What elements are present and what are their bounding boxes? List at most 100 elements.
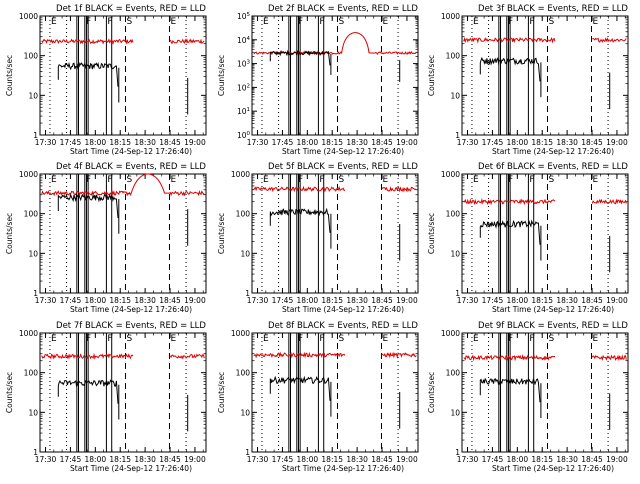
chart-panel-det2f: Det 2f BLACK = Events, RED = LLD 100 101 10…	[217, 4, 419, 156]
x-tick-label: 18:15	[109, 455, 131, 464]
x-tick-label: 17:30	[247, 455, 269, 464]
y-axis-label: Counts/sec	[427, 55, 436, 96]
chart-panel-det5f: Det 5f BLACK = Events, RED = LLD 1 10 100 10…	[217, 162, 419, 314]
marker-label: F	[529, 175, 534, 185]
x-tick-label: 18:45	[159, 138, 181, 147]
events-series-line	[57, 61, 119, 87]
lld-series-line	[253, 32, 417, 56]
chart-title: Det 4f BLACK = Events, RED = LLD	[56, 162, 206, 172]
lld-series-line	[41, 173, 205, 197]
chart-title: Det 9f BLACK = Events, RED = LLD	[478, 321, 628, 331]
x-tick-label: 18:00	[297, 138, 319, 147]
marker-label: E	[592, 17, 598, 27]
marker-label: F	[107, 17, 112, 27]
y-tick-label: 100	[236, 369, 251, 378]
x-tick-label: 17:30	[35, 138, 57, 147]
y-tick-label: 10	[28, 249, 38, 258]
y-tick-label: 100	[236, 210, 251, 219]
y-tick-label: 10	[28, 408, 38, 417]
y-tick-label: 10	[240, 408, 250, 417]
y-axis-label: Counts/sec	[427, 213, 436, 254]
x-tick-label: 19:00	[184, 455, 206, 464]
x-tick-label: 18:45	[159, 455, 181, 464]
y-tick-label: 104	[237, 36, 251, 45]
marker-label: E	[592, 175, 598, 185]
x-tick-label: 18:15	[531, 455, 553, 464]
y-tick-label: 100	[446, 52, 461, 61]
marker-label: F	[107, 334, 112, 344]
x-tick-label: 17:45	[272, 455, 294, 464]
events-series-line	[57, 379, 119, 404]
marker-label: S	[338, 175, 344, 185]
marker-label: E	[382, 17, 388, 27]
x-tick-label: 18:45	[581, 455, 603, 464]
chart-panel-det3f: Det 3f BLACK = Events, RED = LLD 1 10 100 10…	[427, 4, 629, 156]
marker-label: F	[107, 175, 112, 185]
plot-frame	[251, 332, 419, 453]
events-series-line	[269, 375, 331, 401]
y-tick-label: 100	[446, 210, 461, 219]
x-tick-label: 17:30	[457, 455, 479, 464]
marker-label: E	[382, 334, 388, 344]
chart-panel-det1f: Det 1f BLACK = Events, RED = LLD 1 10 100 10…	[5, 4, 207, 156]
y-tick-label: 1	[33, 448, 38, 457]
chart-title: Det 8f BLACK = Events, RED = LLD	[268, 321, 418, 331]
y-tick-label: 100	[24, 369, 39, 378]
events-series-dropout	[118, 199, 189, 246]
y-tick-label: 105	[237, 12, 251, 21]
events-series-line	[479, 56, 541, 82]
chart-title: Det 3f BLACK = Events, RED = LLD	[478, 4, 628, 14]
x-tick-label: 19:00	[606, 296, 628, 305]
chart-panel-det8f: Det 8f BLACK = Events, RED = LLD 1 10 100 10…	[217, 321, 419, 473]
x-tick-label: 17:45	[482, 455, 504, 464]
lld-series-line	[41, 37, 205, 45]
marker-label: E	[170, 17, 176, 27]
x-tick-label: 19:00	[606, 455, 628, 464]
x-tick-label: 18:30	[346, 138, 368, 147]
events-series-line	[269, 49, 331, 66]
x-tick-label: 18:15	[531, 138, 553, 147]
plot-frame	[39, 332, 207, 453]
x-tick-label: 18:45	[371, 455, 393, 464]
plot-frame	[39, 15, 207, 136]
events-series-dropout	[118, 384, 189, 432]
x-tick-label: 18:00	[85, 138, 107, 147]
x-tick-label: 18:45	[581, 138, 603, 147]
events-series-line	[479, 219, 541, 245]
x-tick-label: 18:30	[346, 296, 368, 305]
marker-label: E	[51, 175, 57, 185]
y-axis-label: Counts/sec	[5, 372, 14, 413]
x-tick-label: 18:45	[581, 296, 603, 305]
y-tick-label: 1	[455, 131, 460, 140]
x-tick-label: 17:30	[247, 138, 269, 147]
x-axis-label: Start Time (24-Sep-12 17:26:40)	[282, 305, 404, 314]
chart-title: Det 6f BLACK = Events, RED = LLD	[478, 162, 628, 172]
chart-title: Det 1f BLACK = Events, RED = LLD	[56, 4, 206, 14]
x-tick-label: 18:30	[556, 138, 578, 147]
marker-label: E	[263, 175, 269, 185]
x-axis-label: Start Time (24-Sep-12 17:26:40)	[70, 147, 192, 156]
events-series-line	[479, 377, 541, 403]
x-axis-label: Start Time (24-Sep-12 17:26:40)	[70, 464, 192, 473]
y-tick-label: 1000	[19, 170, 38, 179]
x-tick-label: 19:00	[396, 296, 418, 305]
y-axis-label: Counts/sec	[217, 213, 226, 254]
x-tick-label: 19:00	[184, 296, 206, 305]
x-axis-label: Start Time (24-Sep-12 17:26:40)	[70, 305, 192, 314]
x-tick-label: 17:45	[272, 296, 294, 305]
y-tick-label: 101	[237, 107, 250, 116]
y-tick-label: 1	[245, 448, 250, 457]
marker-label: S	[126, 334, 132, 344]
x-axis-label: Start Time (24-Sep-12 17:26:40)	[492, 305, 614, 314]
y-tick-label: 1	[455, 289, 460, 298]
x-tick-label: 19:00	[606, 138, 628, 147]
plot-frame	[251, 15, 419, 136]
y-tick-label: 10	[450, 91, 460, 100]
plot-frame	[461, 332, 629, 453]
x-tick-label: 18:15	[321, 138, 343, 147]
x-tick-label: 17:30	[457, 138, 479, 147]
events-series-dropout	[330, 54, 401, 82]
events-series-dropout	[330, 381, 401, 429]
y-axis-label: Counts/sec	[217, 372, 226, 413]
x-tick-label: 17:30	[35, 455, 57, 464]
